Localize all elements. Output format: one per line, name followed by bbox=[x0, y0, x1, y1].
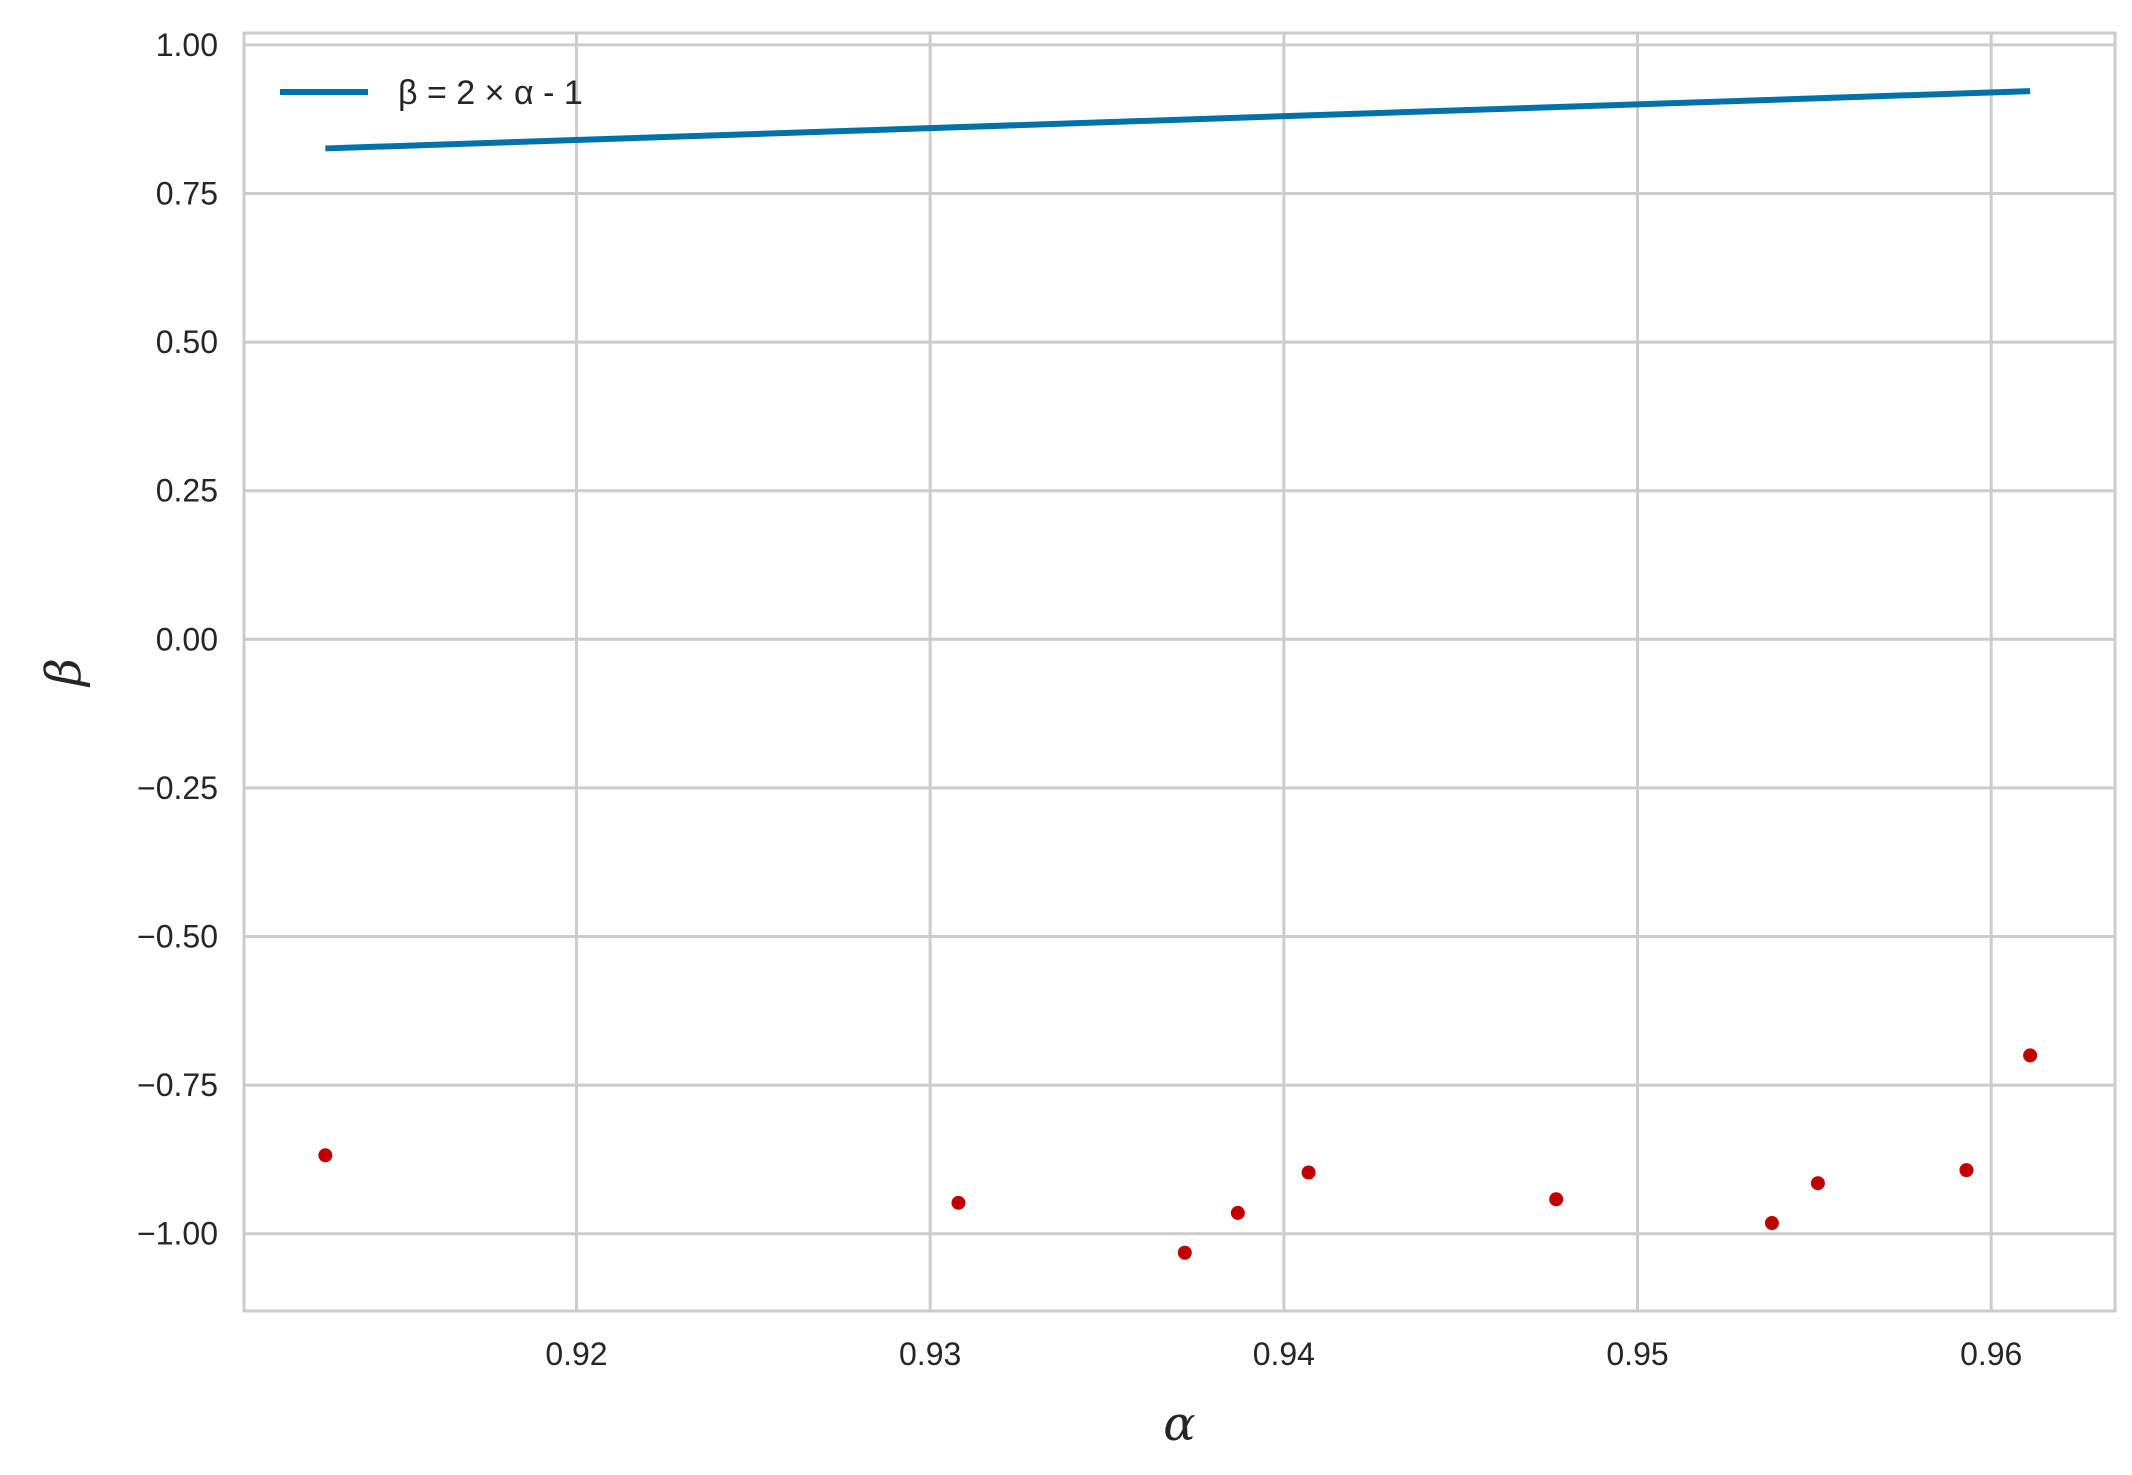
grid-lines bbox=[244, 33, 2115, 1311]
scatter-point bbox=[1549, 1192, 1564, 1207]
scatter-point bbox=[1764, 1216, 1779, 1231]
plot-frame bbox=[242, 31, 2117, 1313]
x-tick-labels: 0.92 0.93 0.94 0.95 0.96 bbox=[545, 1336, 2022, 1372]
y-tick-label: 0.00 bbox=[156, 621, 218, 657]
y-tick-label: 0.50 bbox=[156, 324, 218, 360]
scatter-point bbox=[318, 1148, 333, 1163]
scatter-point bbox=[951, 1195, 966, 1210]
y-tick-labels: 1.00 0.75 0.50 0.25 0.00 −0.25 −0.50 −0.75 −1.00 bbox=[137, 27, 218, 1252]
y-axis-label: β bbox=[36, 658, 92, 688]
scatter-point bbox=[1810, 1176, 1825, 1191]
series-line bbox=[325, 88, 2031, 152]
scatter-point bbox=[1301, 1165, 1316, 1180]
x-tick-label: 0.93 bbox=[899, 1336, 961, 1372]
y-tick-label: 0.25 bbox=[156, 473, 218, 509]
x-tick-label: 0.96 bbox=[1960, 1336, 2022, 1372]
legend: β = 2 × α - 1 bbox=[280, 74, 583, 112]
y-tick-label: −0.50 bbox=[137, 919, 218, 955]
y-tick-label: 0.75 bbox=[156, 175, 218, 211]
scatter-point bbox=[1177, 1245, 1192, 1260]
y-tick-label: −1.00 bbox=[137, 1216, 218, 1252]
scatter-point bbox=[2023, 1048, 2038, 1063]
y-tick-label: −0.25 bbox=[137, 770, 218, 806]
legend-label: β = 2 × α - 1 bbox=[398, 74, 583, 112]
scatter-point bbox=[1959, 1163, 1974, 1178]
scatter-point bbox=[1230, 1205, 1245, 1220]
y-tick-label: −0.75 bbox=[137, 1067, 218, 1103]
x-tick-label: 0.92 bbox=[545, 1336, 607, 1372]
x-axis-label: α bbox=[1163, 1396, 1195, 1452]
x-tick-label: 0.94 bbox=[1253, 1336, 1315, 1372]
data-layer bbox=[318, 88, 2038, 1260]
x-tick-label: 0.95 bbox=[1606, 1336, 1668, 1372]
y-tick-label: 1.00 bbox=[156, 27, 218, 63]
